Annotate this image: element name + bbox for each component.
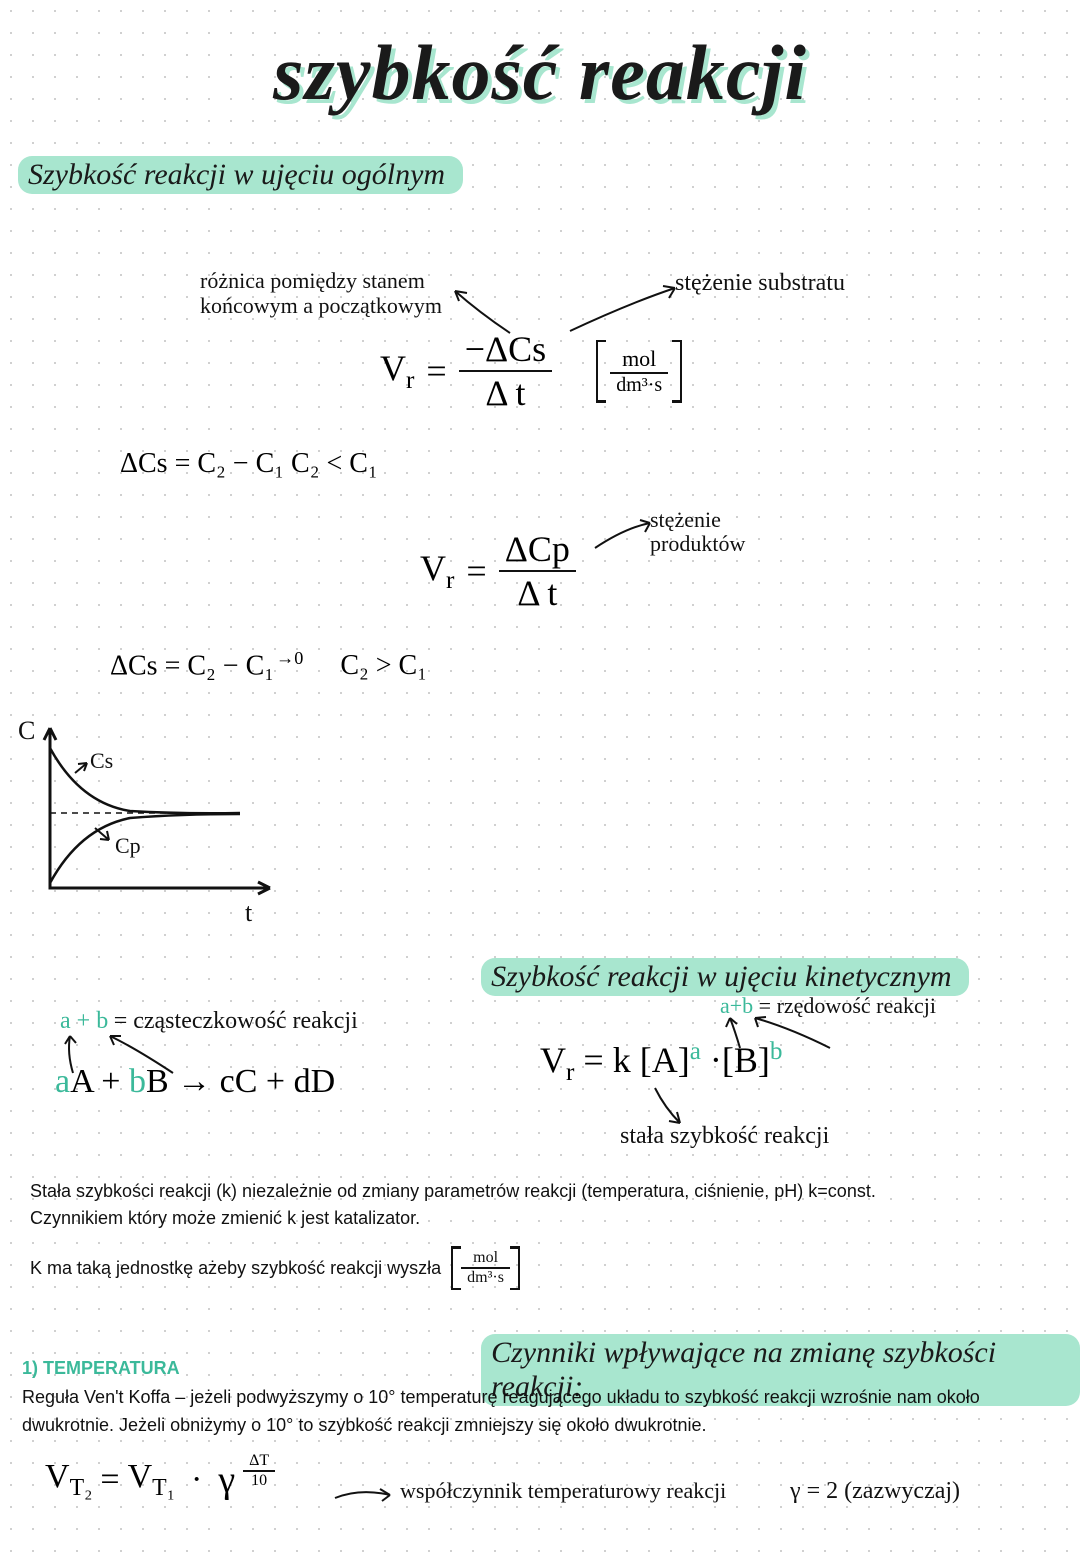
ud2: dm³·s (461, 1269, 510, 1287)
factor1-title: 1) TEMPERATURA (22, 1358, 180, 1379)
k-const: k (613, 1040, 631, 1080)
gamma-exp: ΔT 10 (243, 1452, 275, 1490)
v-sub2: r (446, 567, 454, 594)
expa: a (690, 1038, 701, 1065)
gamma-value: γ = 2 (zazwyczaj) (790, 1478, 960, 1505)
unit-bracket: mol dm³·s (596, 340, 682, 403)
v-t2: V (45, 1458, 70, 1495)
vr2-lhs: Vr (420, 547, 454, 595)
graph-cp-label: Cp (115, 833, 141, 859)
graph-xlabel: t (245, 898, 252, 928)
un2: mol (461, 1249, 510, 1269)
eq-dc2-sup: →0 (276, 648, 303, 668)
eq-dc2-a: ΔCs = C₂ − C₁ (110, 650, 274, 681)
sub-t2: T₂ (70, 1475, 93, 1501)
sub-t1: T₁ (152, 1475, 175, 1501)
v3: V (540, 1040, 566, 1080)
eq-dc2-b: C₂ > C₁ (340, 650, 427, 681)
annot-gamma: współczynnik temperaturowy reakcji (400, 1478, 726, 1504)
graph-cs-label: Cs (90, 748, 113, 774)
gamma-sym: γ (218, 1458, 235, 1502)
vt2: VT₂ (45, 1458, 92, 1502)
vt1: VT₁ (128, 1458, 175, 1502)
vr-lhs: Vr (380, 347, 414, 395)
num2: ΔCp (499, 528, 576, 572)
unit-frac: mol dm³·s (610, 346, 668, 397)
arrows-exp-up (720, 1013, 920, 1053)
den2: Δ t (499, 572, 576, 614)
graph-ylabel: C (18, 716, 35, 746)
concentration-graph (20, 718, 300, 918)
typed-para-unit: K ma taką jednostkę ażeby szybkość reakc… (30, 1246, 520, 1290)
unit-den: dm³·s (610, 374, 668, 397)
eq-dc2: ΔCs = C₂ − C₁→0 C₂ > C₁ (110, 648, 427, 682)
den: Δ t (459, 372, 552, 414)
annot-diff: różnica pomiędzy stanem końcowym a począ… (200, 268, 442, 319)
concA: A (652, 1040, 678, 1080)
unit-num: mol (610, 346, 668, 374)
typed-para-k-const: Stała szybkości reakcji (k) niezależnie … (30, 1178, 1050, 1232)
equals2: = (466, 550, 486, 592)
equals-sign: = (426, 350, 446, 392)
page-title: szybkość reakcji (0, 28, 1080, 118)
formula-vr-product: Vr = ΔCp Δ t (420, 528, 576, 614)
factor1-body: Reguła Ven't Koffa – jeżeli podwyższymy … (22, 1384, 1052, 1440)
arrow-from-k (640, 1083, 700, 1128)
exp-den: 10 (243, 1472, 275, 1490)
arrows-ab-up (55, 1028, 255, 1078)
arrow-to-prod (585, 518, 665, 558)
eq-dc1: ΔCs = C₂ − C₁ C₂ < C₁ (120, 448, 378, 480)
section2-header: Szybkość reakcji w ujęciu kinetycznym (481, 958, 969, 996)
arrow-to-diff (450, 283, 710, 343)
vant-hoff-formula: VT₂ = VT₁ · γ ΔT 10 (45, 1458, 275, 1502)
typed-para2-text: K ma taką jednostkę ażeby szybkość reakc… (30, 1258, 441, 1279)
frac-cp: ΔCp Δ t (499, 528, 576, 614)
v-letter2: V (420, 548, 446, 588)
exp-num: ΔT (243, 1452, 275, 1472)
v-letter: V (380, 348, 406, 388)
v-t1: V (128, 1458, 153, 1495)
unit-bracket2: mol dm³·s (451, 1246, 520, 1290)
arrow-gamma (330, 1483, 400, 1513)
v3sub: r (566, 1059, 574, 1086)
v-sub: r (406, 367, 414, 394)
section1-header: Szybkość reakcji w ujęciu ogólnym (18, 156, 463, 194)
